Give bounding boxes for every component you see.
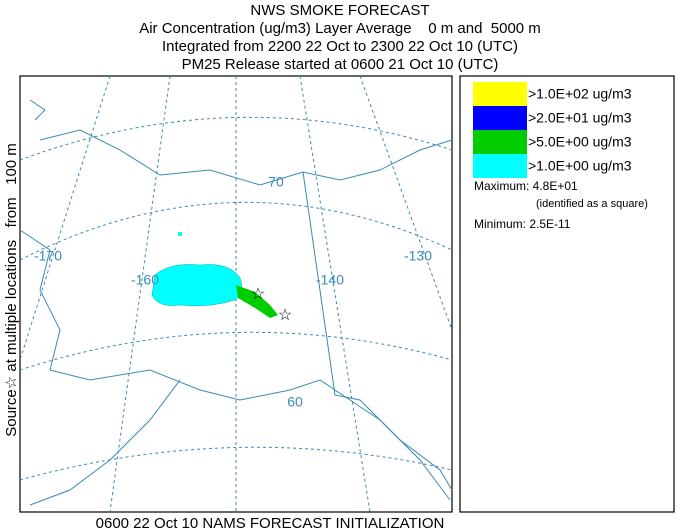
- legend-swatch: [473, 130, 527, 154]
- subtitle: Integrated from 2200 22 Oct to 2300 22 O…: [162, 38, 518, 55]
- smoke-plume: [151, 232, 278, 318]
- legend-label: >1.0E+00 ug/m3: [528, 158, 632, 174]
- maximum-note: (identified as a square): [536, 198, 648, 210]
- grid-label: 70: [268, 174, 284, 190]
- legend-swatch: [473, 82, 527, 106]
- minimum: Minimum: 2.5E-11: [474, 217, 571, 231]
- legend-swatch: [473, 106, 527, 130]
- grid-label: -170: [34, 248, 62, 264]
- grid-label: -140: [316, 272, 344, 288]
- source-markers: ☆ ☆: [251, 286, 292, 324]
- grid-label: -130: [404, 248, 432, 264]
- grid-label: 60: [287, 394, 303, 410]
- legend-label: >2.0E+01 ug/m3: [528, 110, 632, 126]
- grid-label: -160: [131, 272, 159, 288]
- coastline: [39, 129, 453, 186]
- subtitle: Air Concentration (ug/m3) Layer Average …: [139, 20, 541, 37]
- legend-swatch: [473, 154, 527, 178]
- graticule: [19, 75, 453, 513]
- coastline: [19, 229, 451, 501]
- legend-label: >5.0E+00 ug/m3: [528, 134, 632, 150]
- maximum: Maximum: 4.8E+01: [474, 179, 578, 193]
- svg-text:☆: ☆: [251, 286, 265, 303]
- coastline: [29, 379, 181, 506]
- legend-label: >1.0E+02 ug/m3: [528, 86, 632, 102]
- subtitle: PM25 Release started at 0600 21 Oct 10 (…: [182, 56, 499, 73]
- side-label: Source☆ at multiple locations from 100 m: [3, 143, 20, 437]
- title: NWS SMOKE FORECAST: [250, 2, 429, 19]
- coastline: [29, 99, 46, 121]
- footer: 0600 22 Oct 10 NAMS FORECAST INITIALIZAT…: [96, 515, 445, 532]
- svg-text:☆: ☆: [278, 307, 292, 324]
- map-layer: [19, 75, 453, 513]
